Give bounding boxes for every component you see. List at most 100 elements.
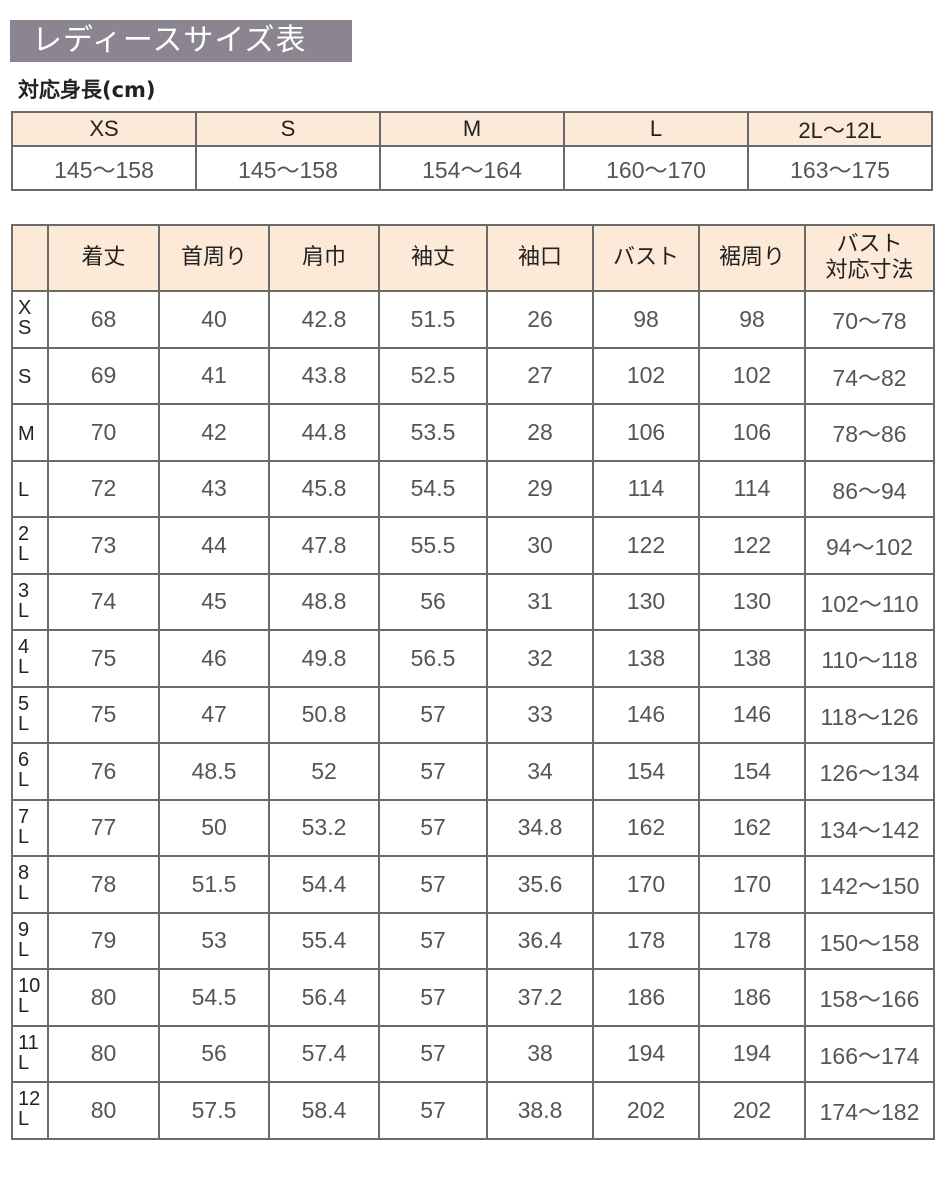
measurement-cell: 78 xyxy=(47,855,160,914)
measurement-cell: 162 xyxy=(698,798,806,857)
measurement-cell: 110〜118 xyxy=(804,629,935,688)
measurement-cell: 78〜86 xyxy=(804,403,935,462)
measurement-cell: 138 xyxy=(592,629,700,688)
measurement-cell: 43 xyxy=(158,459,270,518)
measurement-cell: 42.8 xyxy=(268,290,380,349)
size-table-header-row: 着丈 首周り 肩巾 袖丈 袖口 バスト 裾周り バスト 対応寸法 xyxy=(11,224,935,292)
measurement-cell: 57 xyxy=(378,911,488,970)
measurement-cell: 38 xyxy=(486,1024,594,1083)
measurement-cell: 47.8 xyxy=(268,516,380,575)
measurement-cell: 51.5 xyxy=(378,290,488,349)
row-size-cell: 3L xyxy=(11,572,49,631)
table-row: S 69 41 43.8 52.5 27 102 102 74〜82 xyxy=(11,346,935,405)
measurement-cell: 138 xyxy=(698,629,806,688)
table-row: M 70 42 44.8 53.5 28 106 106 78〜86 xyxy=(11,403,935,462)
row-size-label: 3L xyxy=(18,579,30,622)
measurement-cell: 70 xyxy=(47,403,160,462)
row-size-cell: 9L xyxy=(11,911,49,970)
measurement-cell: 70〜78 xyxy=(804,290,935,349)
measurement-cell: 58.4 xyxy=(268,1081,380,1140)
row-size-label: 2L xyxy=(18,523,30,566)
table-row: 8L 78 51.5 54.4 57 35.6 170 170 142〜150 xyxy=(11,855,935,914)
measurement-cell: 98 xyxy=(592,290,700,349)
measurement-cell: 26 xyxy=(486,290,594,349)
measurement-cell: 31 xyxy=(486,572,594,631)
row-size-label: 6L xyxy=(18,749,30,792)
measurement-cell: 80 xyxy=(47,1081,160,1140)
measurement-cell: 146 xyxy=(592,685,700,744)
measurement-cell: 57 xyxy=(378,1081,488,1140)
measurement-cell: 134〜142 xyxy=(804,798,935,857)
row-size-cell: XS xyxy=(11,290,49,349)
measurement-cell: 154 xyxy=(698,742,806,801)
measurement-cell: 170 xyxy=(592,855,700,914)
column-header: バスト xyxy=(592,224,700,292)
height-table-header-row: XS S M L 2L〜12L xyxy=(11,111,933,147)
row-size-label: 12L xyxy=(18,1088,41,1131)
row-size-cell: 10L xyxy=(11,968,49,1027)
row-size-label: 10L xyxy=(18,975,41,1018)
height-range-cell: 145〜158 xyxy=(11,145,197,191)
measurement-cell: 40 xyxy=(158,290,270,349)
size-header: XS xyxy=(11,111,197,147)
measurement-cell: 27 xyxy=(486,346,594,405)
table-row: 7L 77 50 53.2 57 34.8 162 162 134〜142 xyxy=(11,798,935,857)
measurement-cell: 166〜174 xyxy=(804,1024,935,1083)
page-title: レディースサイズ表 xyxy=(10,20,352,62)
table-row: 10L 80 54.5 56.4 57 37.2 186 186 158〜166 xyxy=(11,968,935,1027)
measurement-cell: 114 xyxy=(592,459,700,518)
measurement-cell: 47 xyxy=(158,685,270,744)
measurement-cell: 56.5 xyxy=(378,629,488,688)
row-size-cell: L xyxy=(11,459,49,518)
measurement-cell: 35.6 xyxy=(486,855,594,914)
row-size-label: 5L xyxy=(18,692,30,735)
height-range-cell: 160〜170 xyxy=(563,145,749,191)
row-size-label: S xyxy=(18,366,32,389)
measurement-cell: 41 xyxy=(158,346,270,405)
size-header: 2L〜12L xyxy=(747,111,933,147)
measurement-cell: 57.5 xyxy=(158,1081,270,1140)
measurement-cell: 33 xyxy=(486,685,594,744)
measurement-cell: 55.4 xyxy=(268,911,380,970)
measurement-cell: 34.8 xyxy=(486,798,594,857)
table-row: 9L 79 53 55.4 57 36.4 178 178 150〜158 xyxy=(11,911,935,970)
measurement-cell: 158〜166 xyxy=(804,968,935,1027)
table-row: 6L 76 48.5 52 57 34 154 154 126〜134 xyxy=(11,742,935,801)
measurement-cell: 126〜134 xyxy=(804,742,935,801)
measurement-cell: 178 xyxy=(592,911,700,970)
row-size-label: M xyxy=(18,422,35,445)
measurement-cell: 178 xyxy=(698,911,806,970)
measurement-cell: 43.8 xyxy=(268,346,380,405)
row-size-cell: 12L xyxy=(11,1081,49,1140)
measurement-cell: 49.8 xyxy=(268,629,380,688)
measurement-cell: 57 xyxy=(378,742,488,801)
measurement-cell: 80 xyxy=(47,1024,160,1083)
measurement-cell: 32 xyxy=(486,629,594,688)
measurement-cell: 130 xyxy=(592,572,700,631)
column-header: バスト 対応寸法 xyxy=(804,224,935,292)
measurement-cell: 57 xyxy=(378,685,488,744)
size-header: L xyxy=(563,111,749,147)
column-header: 首周り xyxy=(158,224,270,292)
row-size-cell: 11L xyxy=(11,1024,49,1083)
measurement-cell: 102 xyxy=(592,346,700,405)
row-size-cell: 5L xyxy=(11,685,49,744)
measurement-cell: 45 xyxy=(158,572,270,631)
measurement-cell: 194 xyxy=(698,1024,806,1083)
measurement-cell: 29 xyxy=(486,459,594,518)
measurement-cell: 102〜110 xyxy=(804,572,935,631)
row-size-label: 8L xyxy=(18,862,30,905)
measurement-cell: 122 xyxy=(592,516,700,575)
row-size-label: L xyxy=(18,479,30,502)
height-table-label: 対応身長(cm) xyxy=(18,78,156,102)
size-table: 着丈 首周り 肩巾 袖丈 袖口 バスト 裾周り バスト 対応寸法 XS 68 40 42.8 51.5… xyxy=(11,224,935,1140)
measurement-cell: 202 xyxy=(698,1081,806,1140)
measurement-cell: 55.5 xyxy=(378,516,488,575)
measurement-cell: 186 xyxy=(592,968,700,1027)
measurement-cell: 98 xyxy=(698,290,806,349)
measurement-cell: 54.5 xyxy=(378,459,488,518)
measurement-cell: 56.4 xyxy=(268,968,380,1027)
measurement-cell: 53 xyxy=(158,911,270,970)
measurement-cell: 34 xyxy=(486,742,594,801)
measurement-cell: 142〜150 xyxy=(804,855,935,914)
